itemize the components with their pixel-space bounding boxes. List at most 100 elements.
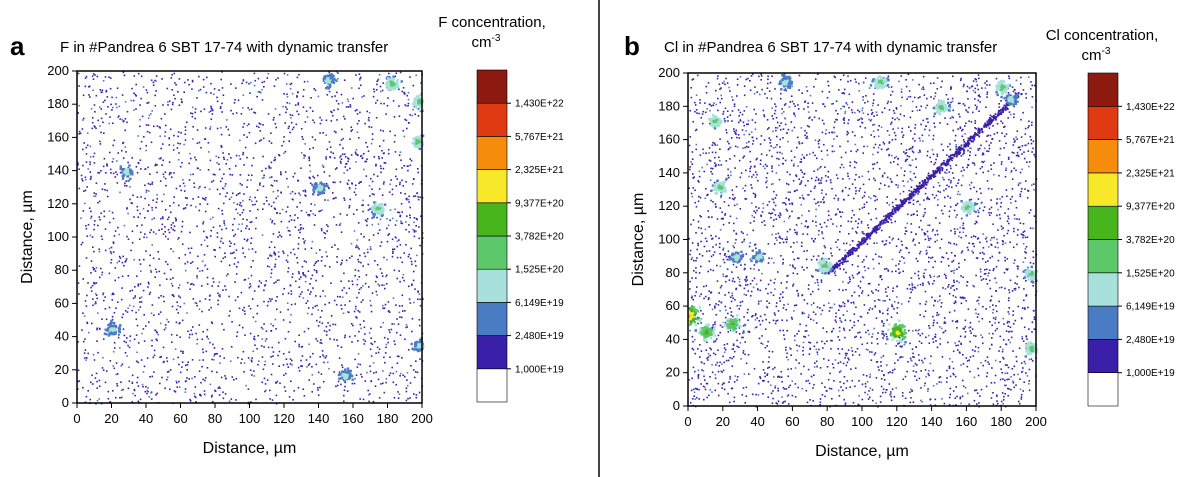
- heatmap-spot: [127, 169, 130, 173]
- heatmap-speck: [315, 261, 318, 263]
- heatmap-speck: [93, 250, 95, 253]
- heatmap-speck: [315, 271, 318, 274]
- heatmap-speck: [774, 103, 776, 105]
- heatmap-speck: [119, 397, 121, 399]
- heatmap-speck: [796, 146, 798, 149]
- heatmap-speck: [148, 321, 150, 323]
- heatmap-speck: [89, 96, 91, 98]
- heatmap-speck: [284, 337, 287, 340]
- heatmap-speck: [376, 264, 379, 266]
- heatmap-speck: [316, 319, 318, 322]
- heatmap-spot: [392, 77, 395, 80]
- heatmap-speck: [343, 197, 345, 199]
- heatmap-speck: [288, 102, 291, 105]
- heatmap-speck: [291, 273, 294, 275]
- heatmap-spot: [107, 323, 110, 327]
- heatmap-speck: [111, 293, 114, 296]
- heatmap-speck: [714, 353, 717, 356]
- heatmap-speck: [360, 154, 363, 157]
- heatmap-speck: [190, 204, 192, 207]
- heatmap-speck: [239, 204, 241, 206]
- heatmap-speck: [173, 94, 175, 96]
- heatmap-speck: [184, 133, 187, 136]
- heatmap-speck: [154, 164, 156, 167]
- heatmap-speck: [329, 156, 331, 159]
- heatmap-speck: [692, 366, 695, 369]
- heatmap-speck: [197, 167, 199, 169]
- heatmap-speck: [712, 352, 715, 355]
- heatmap-speck: [756, 209, 758, 212]
- heatmap-speck: [133, 338, 136, 341]
- heatmap-speck: [928, 256, 930, 259]
- heatmap-speck: [957, 349, 959, 351]
- heatmap-speck: [198, 359, 201, 361]
- heatmap-speck: [89, 234, 92, 237]
- heatmap-speck: [311, 136, 314, 138]
- heatmap-speck: [288, 230, 291, 232]
- heatmap-speck: [826, 366, 829, 368]
- heatmap-speck: [319, 386, 321, 389]
- heatmap-speck: [212, 179, 215, 182]
- heatmap-speck: [297, 217, 299, 219]
- heatmap-speck: [92, 266, 94, 269]
- heatmap-speck: [82, 94, 85, 97]
- heatmap-speck: [368, 116, 370, 119]
- heatmap-speck: [407, 255, 410, 258]
- heatmap-speck: [962, 297, 964, 300]
- heatmap-speck: [154, 276, 156, 278]
- heatmap-speck: [350, 130, 352, 132]
- heatmap-speck: [90, 272, 92, 274]
- heatmap-speck: [361, 157, 364, 160]
- heatmap-speck: [190, 157, 192, 160]
- heatmap-spot: [117, 330, 121, 333]
- heatmap-speck: [766, 300, 768, 302]
- heatmap-spot: [122, 174, 125, 178]
- heatmap-speck: [718, 300, 721, 303]
- heatmap-spot: [321, 187, 324, 190]
- heatmap-speck: [382, 304, 384, 307]
- heatmap-speck: [297, 271, 300, 273]
- heatmap-speck: [100, 131, 102, 134]
- heatmap-speck: [213, 88, 216, 90]
- heatmap-speck: [825, 331, 828, 333]
- heatmap-speck: [941, 80, 943, 83]
- heatmap-speck: [231, 229, 234, 231]
- heatmap-speck: [360, 261, 362, 264]
- heatmap-speck: [390, 328, 393, 331]
- heatmap-speck: [210, 229, 212, 232]
- heatmap-spot: [118, 328, 121, 331]
- heatmap-speck: [847, 140, 849, 143]
- heatmap-speck: [243, 371, 245, 373]
- heatmap-speck: [254, 320, 257, 323]
- heatmap-speck: [915, 379, 918, 381]
- heatmap-speck: [745, 386, 748, 389]
- heatmap-speck: [733, 350, 736, 353]
- heatmap-speck: [961, 129, 963, 132]
- heatmap-speck: [409, 214, 411, 216]
- heatmap-speck: [822, 198, 824, 201]
- heatmap-speck: [95, 372, 98, 375]
- heatmap-speck: [410, 247, 412, 250]
- heatmap-speck: [255, 217, 258, 219]
- heatmap-speck: [251, 221, 253, 223]
- heatmap-spot: [387, 80, 390, 84]
- heatmap-speck: [199, 203, 201, 205]
- heatmap-speck: [208, 111, 211, 113]
- heatmap-speck: [131, 87, 133, 90]
- heatmap-speck: [122, 388, 124, 391]
- heatmap-speck: [808, 210, 810, 212]
- heatmap-speck: [222, 257, 225, 260]
- heatmap-speck: [291, 198, 294, 200]
- heatmap-speck: [94, 270, 97, 272]
- heatmap-speck: [732, 193, 734, 196]
- heatmap-speck: [173, 196, 175, 198]
- heatmap-speck: [201, 269, 204, 272]
- heatmap-speck: [191, 106, 194, 109]
- heatmap-speck: [771, 167, 773, 169]
- heatmap-speck: [311, 391, 313, 393]
- heatmap-speck: [155, 80, 157, 82]
- heatmap-speck: [1000, 400, 1003, 403]
- heatmap-speck: [861, 232, 864, 234]
- heatmap-speck: [1015, 136, 1017, 138]
- heatmap-speck: [213, 347, 216, 349]
